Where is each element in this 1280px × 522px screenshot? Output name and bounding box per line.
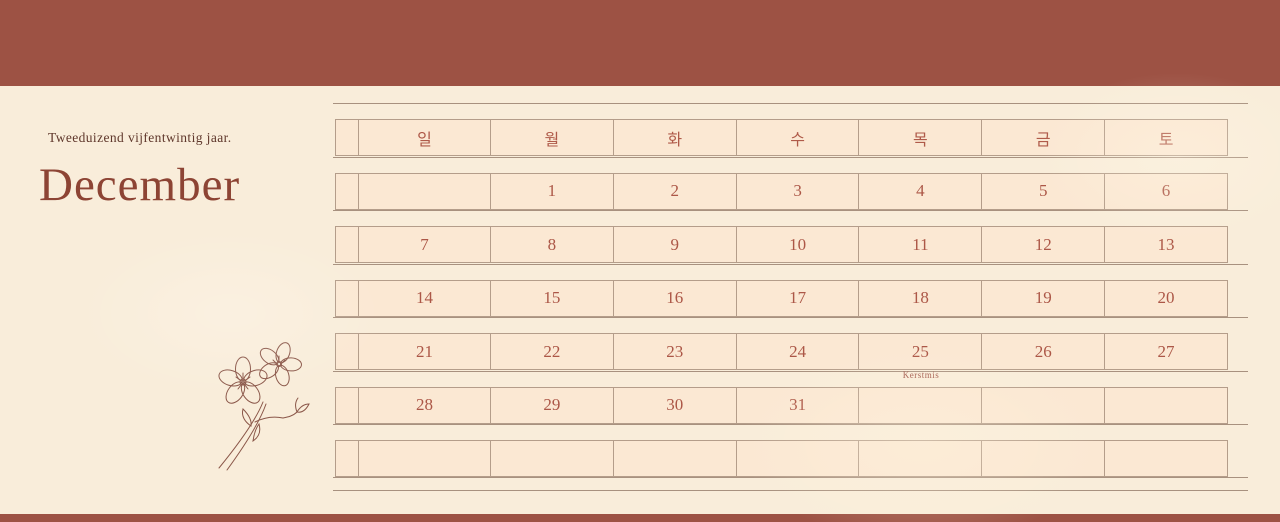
- date-cell: 15: [491, 280, 614, 316]
- calendar-week-row: 21 22 23 24 25 26 27: [333, 317, 1248, 371]
- calendar-header-band: 일 월 화 수 목 금 토: [333, 103, 1248, 157]
- date-cell: 13: [1157, 234, 1175, 254]
- date-cell: 7: [359, 227, 491, 262]
- gutter-cell: [336, 173, 359, 209]
- date-cell: 6: [1161, 181, 1171, 200]
- date-cell: 9: [614, 227, 737, 262]
- date-cell: 4: [859, 173, 983, 209]
- flower-illustration: [218, 342, 310, 471]
- grid-line: [333, 370, 1248, 372]
- week-row: 21 22 23 24 25 26 27: [335, 333, 1228, 370]
- date-cell: 31: [737, 387, 860, 423]
- date-cell: 28: [359, 387, 491, 423]
- grid-line: [333, 210, 1248, 211]
- date-cell: 8: [491, 227, 614, 262]
- date-cell: 20: [1157, 288, 1175, 307]
- date-cell: 16: [614, 280, 737, 316]
- calendar-week-row: 7 8 9 10 11 12 13: [333, 210, 1248, 264]
- date-cell: [1105, 388, 1227, 423]
- grid-line: [333, 490, 1248, 491]
- week-row: 14 15 16 17 18 19 20: [335, 279, 1228, 317]
- gutter-cell: [336, 280, 359, 316]
- top-banner: [0, 0, 1280, 86]
- month-title: December: [39, 159, 241, 211]
- year-subtitle: Tweeduizend vijfentwintig jaar.: [48, 130, 232, 145]
- day-header-tue: 화: [614, 120, 737, 155]
- date-cell: [737, 441, 860, 476]
- gutter-cell: [336, 441, 359, 476]
- calendar-week-row: 1 2 3 4 5 6: [333, 156, 1248, 211]
- date-cell: [859, 387, 983, 423]
- grid-line: [333, 103, 1248, 104]
- date-cell: 14: [359, 280, 491, 316]
- day-header-row: 일 월 화 수 목 금 토: [335, 119, 1228, 156]
- date-cell: [982, 441, 1106, 476]
- date-cell: 24: [737, 334, 860, 369]
- date-cell: [1105, 441, 1227, 476]
- grid-line: [333, 263, 1248, 265]
- date-cell: 25: [859, 334, 983, 369]
- date-cell: [982, 387, 1106, 423]
- gutter-cell: [336, 334, 359, 369]
- date-cell: 23: [614, 334, 737, 369]
- day-header-fri: 금: [982, 120, 1106, 155]
- day-header-thu: 목: [859, 120, 983, 155]
- date-cell: 2: [614, 173, 737, 209]
- bottom-banner: [0, 514, 1280, 522]
- date-cell: 21: [359, 334, 491, 369]
- date-cell: 12: [982, 227, 1106, 262]
- date-cell: 29: [491, 387, 614, 423]
- date-cell: 27: [1157, 341, 1175, 361]
- date-cell: 30: [614, 387, 737, 423]
- day-header-sat: 토: [1158, 131, 1174, 149]
- day-header-sun: 일: [359, 120, 491, 155]
- date-cell: 26: [982, 334, 1106, 369]
- date-cell: [359, 173, 491, 209]
- date-cell: [614, 441, 737, 476]
- grid-line: [333, 156, 1248, 158]
- date-cell: 3: [737, 173, 860, 209]
- date-cell: 17: [737, 280, 860, 316]
- day-header-wed: 수: [737, 120, 860, 155]
- date-cell: [359, 441, 491, 476]
- date-cell: 5: [982, 173, 1106, 209]
- grid-line: [333, 424, 1248, 425]
- date-cell: 19: [982, 280, 1106, 316]
- grid-line: [333, 317, 1248, 318]
- grid-line: [333, 477, 1248, 478]
- week-row: 28 29 30 31: [335, 386, 1228, 424]
- date-cell: 18: [859, 280, 983, 316]
- calendar-week-row: 14 15 16 17 18 19 20: [333, 263, 1248, 318]
- gutter-cell: [336, 387, 359, 423]
- week-row: [335, 440, 1228, 477]
- holiday-label: Kerstmis: [902, 370, 940, 380]
- date-cell: 1: [491, 173, 614, 209]
- date-cell: 10: [737, 227, 860, 262]
- week-row: 7 8 9 10 11 12 13: [335, 226, 1228, 263]
- day-header-mon: 월: [491, 120, 614, 155]
- gutter-cell: [336, 227, 359, 262]
- week-row: 1 2 3 4 5 6: [335, 172, 1228, 210]
- calendar-grid: 일 월 화 수 목 금 토 1 2 3 4 5 6: [333, 103, 1248, 495]
- calendar-week-row: 28 29 30 31: [333, 370, 1248, 425]
- gutter-cell: [336, 120, 359, 155]
- calendar-week-row: [333, 424, 1248, 478]
- date-cell: 11: [859, 227, 983, 262]
- date-cell: [491, 441, 614, 476]
- date-cell: [859, 441, 983, 476]
- date-cell: 22: [491, 334, 614, 369]
